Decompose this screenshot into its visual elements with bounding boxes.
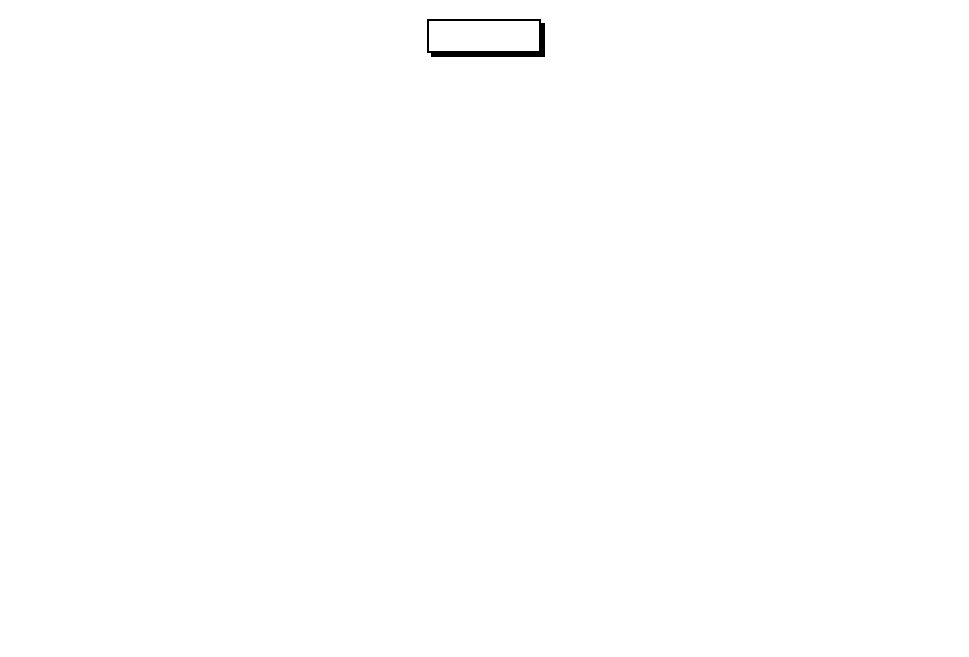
chart-legend <box>427 19 541 53</box>
legend-item-composite <box>493 34 525 39</box>
legend-item-hs300 <box>443 34 475 39</box>
composite-line-swatch-icon <box>493 34 517 39</box>
hs300-line-swatch-icon <box>443 34 467 39</box>
